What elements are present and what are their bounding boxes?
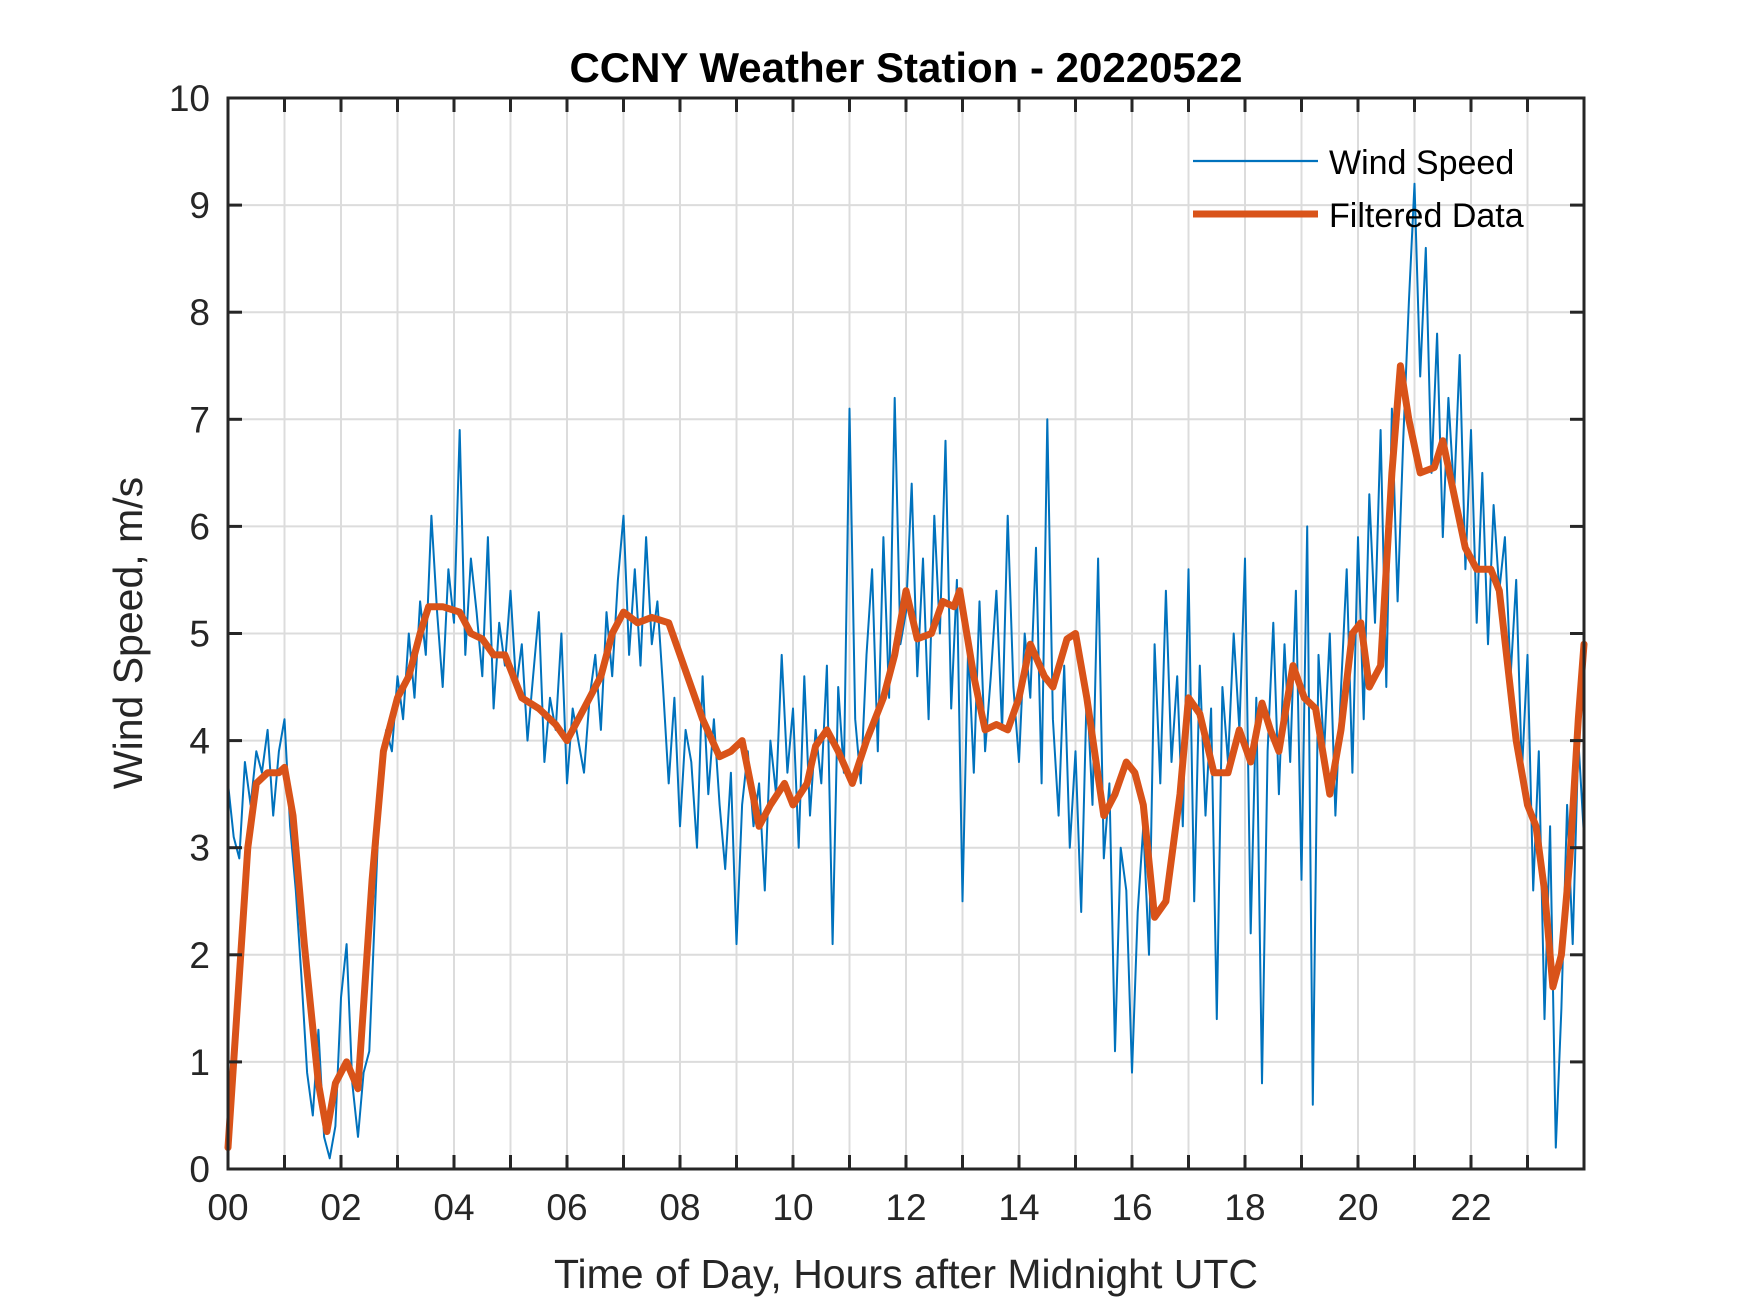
x-tick-label: 04 [433,1187,474,1228]
y-tick-label: 6 [189,506,210,547]
y-tick-label: 5 [189,614,210,655]
x-axis-label: Time of Day, Hours after Midnight UTC [554,1251,1258,1297]
x-tick-label: 06 [546,1187,587,1228]
x-tick-label: 08 [659,1187,700,1228]
wind-speed-series [227,182,1585,1160]
legend-filtered-data-label: Filtered Data [1329,197,1524,235]
y-tick-label: 2 [189,935,210,976]
wind-speed-line [227,182,1585,1160]
y-tick-label: 1 [189,1042,210,1083]
x-axis-ticks: 00 02 04 06 08 10 12 14 16 18 20 22 [207,98,1529,1228]
y-tick-label: 3 [189,828,210,869]
y-tick-label: 9 [189,185,210,226]
x-tick-label: 10 [772,1187,813,1228]
y-tick-label: 7 [189,399,210,440]
y-tick-label: 8 [189,292,210,333]
y-axis-label: Wind Speed, m/s [105,477,151,789]
x-tick-label: 12 [885,1187,926,1228]
y-tick-label: 10 [169,78,210,119]
grid-lines [228,98,1584,1169]
x-tick-label: 22 [1450,1187,1491,1228]
x-tick-label: 02 [320,1187,361,1228]
x-tick-label: 20 [1337,1187,1378,1228]
y-tick-label: 4 [189,721,210,762]
filtered-data-line [224,362,1588,1152]
chart-title: CCNY Weather Station - 20220522 [569,44,1242,91]
y-axis-ticks: 0 1 2 3 4 5 6 7 8 9 10 [169,78,1584,1190]
x-tick-label: 00 [207,1187,248,1228]
x-tick-label: 18 [1224,1187,1265,1228]
y-tick-label: 0 [189,1149,210,1190]
legend: Wind Speed Filtered Data [1193,144,1524,235]
legend-wind-speed-label: Wind Speed [1329,144,1514,182]
filtered-data-series [224,362,1588,1152]
x-tick-label: 14 [998,1187,1039,1228]
x-tick-label: 16 [1111,1187,1152,1228]
